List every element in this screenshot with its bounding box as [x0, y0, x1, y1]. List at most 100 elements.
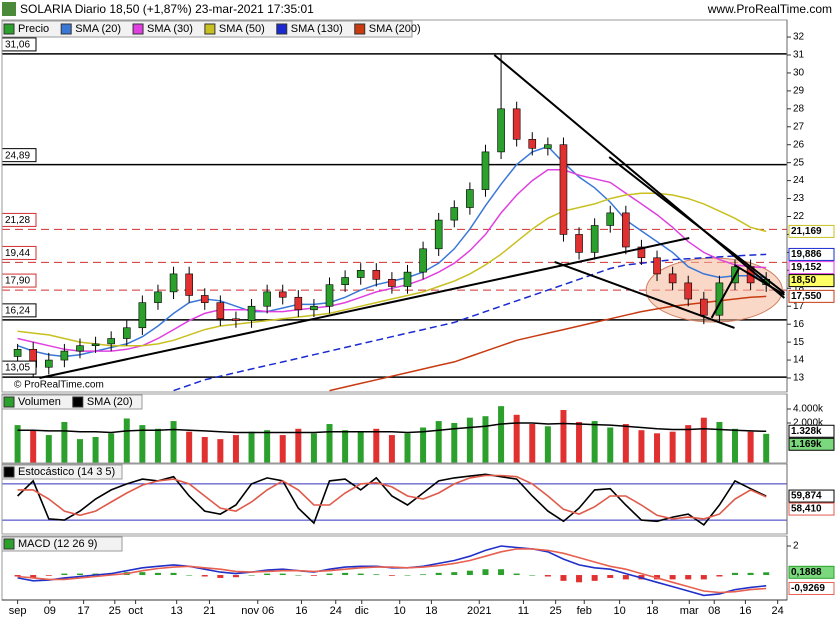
value-label: 19,152 [791, 262, 822, 273]
volume-bar [170, 421, 177, 463]
candle-body [44, 359, 53, 368]
histogram-bar [373, 574, 380, 576]
level-label: 24,89 [5, 150, 30, 161]
volume-bar [217, 439, 224, 463]
volume-bar [747, 431, 754, 463]
candle-body [512, 108, 521, 140]
y-tick-label: 27 [793, 121, 805, 132]
histogram-bar [622, 575, 629, 580]
histogram-bar [685, 575, 692, 580]
histogram-bar [404, 575, 411, 576]
histogram-bar [716, 575, 723, 577]
volume-bar [108, 433, 115, 463]
legend-label: SMA (30) [147, 23, 193, 35]
candle-body [13, 348, 22, 357]
histogram-bar [466, 570, 473, 576]
histogram-bar [248, 575, 255, 576]
x-tick-label: 24 [330, 605, 342, 617]
x-tick-label: 18 [646, 605, 658, 617]
x-tick-label: 10 [613, 605, 625, 617]
volume-bar [264, 430, 271, 463]
volume-bar [404, 433, 411, 463]
candle-body [154, 291, 162, 303]
volume-bar [435, 421, 442, 463]
candle-body [481, 151, 490, 190]
candle-body [466, 189, 474, 208]
histogram-bar [232, 575, 239, 578]
volume-bar [248, 431, 255, 463]
volume-bar [186, 431, 193, 463]
volume-bar [544, 426, 551, 463]
y-tick-label: 15 [793, 337, 805, 348]
trendline [554, 260, 735, 329]
volume-bar [232, 435, 239, 463]
candle-body [325, 284, 334, 307]
volume-bar [591, 421, 598, 463]
level-label: 31,06 [5, 40, 30, 51]
volume-bar [638, 430, 645, 463]
candle-body [575, 234, 583, 253]
histogram-bar [700, 575, 707, 580]
value-label: 1.169k [791, 439, 822, 450]
sma-line [329, 295, 767, 392]
histogram-bar [61, 573, 68, 576]
x-tick-label: 09 [44, 605, 56, 617]
x-tick-label: 2021 [467, 605, 491, 617]
legend-label: SMA (50) [219, 23, 265, 35]
indicator-line [17, 473, 767, 526]
histogram-bar [388, 575, 395, 576]
volume-bar [310, 433, 317, 463]
candle-body [528, 139, 537, 149]
value-label: 1.328k [791, 426, 822, 437]
value-label-box [788, 581, 835, 595]
candle-body [278, 291, 287, 298]
x-tick-label: 24 [772, 605, 784, 617]
volume-bar [92, 436, 99, 463]
histogram-bar [576, 575, 583, 583]
legend-label: SMA (20) [87, 396, 133, 408]
y-tick-label: 2.000k [793, 418, 824, 429]
value-label-box [788, 437, 835, 451]
volume-bar [76, 439, 83, 463]
candle-body [356, 270, 365, 278]
y-tick-label: 31 [793, 50, 805, 61]
candle-body [497, 108, 505, 153]
value-label: 0,1888 [791, 567, 822, 578]
volume-bar [279, 435, 286, 463]
histogram-bar [295, 575, 302, 576]
volume-bar [154, 428, 161, 463]
y-tick-label: 32 [793, 32, 805, 43]
volume-bar [560, 410, 567, 463]
legend-box [3, 396, 15, 408]
volume-bar [295, 428, 302, 463]
candle-body [544, 144, 552, 149]
legend-box [276, 23, 288, 35]
legend-box [204, 23, 216, 35]
x-tick-label: nov 06 [241, 605, 274, 617]
x-tick-label: 11 [518, 605, 529, 617]
volume-bar [451, 422, 458, 463]
legend-label: SMA (200) [369, 23, 421, 35]
candle-body [310, 305, 318, 311]
histogram-bar [342, 572, 349, 576]
volume-bar [388, 435, 395, 463]
legend-bg [1, 536, 123, 552]
histogram-bar [279, 573, 286, 576]
trendline [710, 267, 741, 319]
candle-body [622, 212, 630, 248]
histogram-bar [451, 572, 458, 576]
histogram-bar [264, 573, 271, 576]
value-label-box [788, 424, 835, 438]
candle-body [637, 246, 646, 259]
histogram-bar [607, 575, 614, 578]
histogram-bar [357, 573, 364, 576]
level-label: 19,44 [5, 248, 30, 259]
y-tick-label: 13 [793, 373, 805, 384]
value-label: -0,9269 [791, 583, 825, 594]
volume-bar [45, 435, 52, 463]
sma-line [17, 192, 767, 347]
y-tick-label: 18 [793, 283, 805, 294]
y-tick-label: 30 [793, 68, 805, 79]
price-panel: 31,06 24,89 21,28 19,44 17,90 16,24 13,05 13 14 1… [1, 19, 835, 393]
